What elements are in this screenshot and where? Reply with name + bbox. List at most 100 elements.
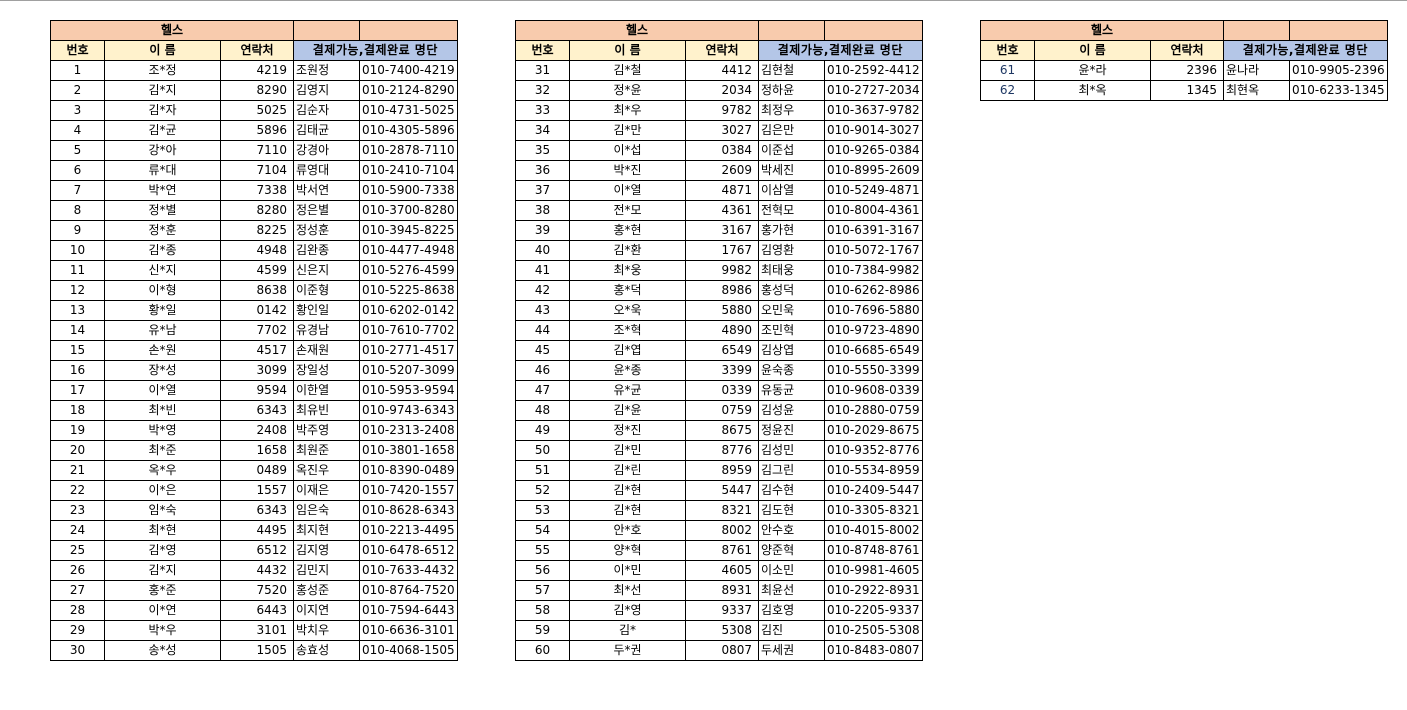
cell-full-name[interactable]: 이한열	[293, 380, 360, 401]
cell-masked-name[interactable]: 윤*종	[569, 360, 686, 381]
cell-phone[interactable]: 010-2592-4412	[824, 60, 923, 81]
cell-contact-last4[interactable]: 5447	[685, 480, 759, 501]
cell-number[interactable]: 46	[515, 360, 570, 381]
cell-full-name[interactable]: 옥진우	[293, 460, 360, 481]
cell-full-name[interactable]: 최윤선	[758, 580, 825, 601]
cell-full-name[interactable]: 정성훈	[293, 220, 360, 241]
cell-phone[interactable]: 010-7633-4432	[359, 560, 458, 581]
cell-masked-name[interactable]: 강*아	[104, 140, 221, 161]
cell-masked-name[interactable]: 김*현	[569, 500, 686, 521]
cell-masked-name[interactable]: 신*지	[104, 260, 221, 281]
cell-number[interactable]: 38	[515, 200, 570, 221]
cell-phone[interactable]: 010-2727-2034	[824, 80, 923, 101]
cell-phone[interactable]: 010-3801-1658	[359, 440, 458, 461]
cell-contact-last4[interactable]: 5896	[220, 120, 294, 141]
cell-phone[interactable]: 010-2124-8290	[359, 80, 458, 101]
cell-phone[interactable]: 010-3945-8225	[359, 220, 458, 241]
cell-full-name[interactable]: 조민혁	[758, 320, 825, 341]
cell-contact-last4[interactable]: 7520	[220, 580, 294, 601]
cell-number[interactable]: 28	[50, 600, 105, 621]
cell-contact-last4[interactable]: 8931	[685, 580, 759, 601]
cell-masked-name[interactable]: 김*지	[104, 80, 221, 101]
cell-full-name[interactable]: 정윤진	[758, 420, 825, 441]
cell-phone[interactable]: 010-6262-8986	[824, 280, 923, 301]
cell-phone[interactable]: 010-5900-7338	[359, 180, 458, 201]
cell-full-name[interactable]: 최지현	[293, 520, 360, 541]
cell-masked-name[interactable]: 황*일	[104, 300, 221, 321]
cell-number[interactable]: 44	[515, 320, 570, 341]
cell-phone[interactable]: 010-2313-2408	[359, 420, 458, 441]
cell-full-name[interactable]: 김지영	[293, 540, 360, 561]
cell-number[interactable]: 5	[50, 140, 105, 161]
cell-full-name[interactable]: 정하윤	[758, 80, 825, 101]
cell-contact-last4[interactable]: 7110	[220, 140, 294, 161]
cell-number[interactable]: 26	[50, 560, 105, 581]
cell-contact-last4[interactable]: 8321	[685, 500, 759, 521]
header-payment-list[interactable]: 결제가능,결제완료 명단	[293, 40, 458, 61]
cell-phone[interactable]: 010-9608-0339	[824, 380, 923, 401]
cell-phone[interactable]: 010-2029-8675	[824, 420, 923, 441]
cell-phone[interactable]: 010-7610-7702	[359, 320, 458, 341]
cell-number[interactable]: 16	[50, 360, 105, 381]
cell-phone[interactable]: 010-2205-9337	[824, 600, 923, 621]
header-payment-list[interactable]: 결제가능,결제완료 명단	[758, 40, 923, 61]
cell-contact-last4[interactable]: 4361	[685, 200, 759, 221]
cell-masked-name[interactable]: 전*모	[569, 200, 686, 221]
cell-contact-last4[interactable]: 8002	[685, 520, 759, 541]
cell-phone[interactable]: 010-2880-0759	[824, 400, 923, 421]
cell-masked-name[interactable]: 박*우	[104, 620, 221, 641]
cell-phone[interactable]: 010-5534-8959	[824, 460, 923, 481]
cell-masked-name[interactable]: 이*은	[104, 480, 221, 501]
cell-full-name[interactable]: 임은숙	[293, 500, 360, 521]
cell-phone[interactable]: 010-6478-6512	[359, 540, 458, 561]
cell-contact-last4[interactable]: 4432	[220, 560, 294, 581]
cell-contact-last4[interactable]: 4890	[685, 320, 759, 341]
cell-number[interactable]: 41	[515, 260, 570, 281]
cell-phone[interactable]: 010-3700-8280	[359, 200, 458, 221]
header-contact[interactable]: 연락처	[220, 40, 294, 61]
cell-number[interactable]: 42	[515, 280, 570, 301]
header-number[interactable]: 번호	[980, 40, 1035, 61]
empty-cell[interactable]	[359, 20, 458, 41]
cell-masked-name[interactable]: 이*민	[569, 560, 686, 581]
cell-phone[interactable]: 010-6233-1345	[1289, 80, 1388, 101]
cell-phone[interactable]: 010-9352-8776	[824, 440, 923, 461]
cell-full-name[interactable]: 박주영	[293, 420, 360, 441]
cell-full-name[interactable]: 두세권	[758, 640, 825, 661]
cell-number[interactable]: 21	[50, 460, 105, 481]
cell-number[interactable]: 29	[50, 620, 105, 641]
cell-full-name[interactable]: 홍성덕	[758, 280, 825, 301]
cell-masked-name[interactable]: 임*숙	[104, 500, 221, 521]
cell-contact-last4[interactable]: 1658	[220, 440, 294, 461]
cell-full-name[interactable]: 강경아	[293, 140, 360, 161]
cell-phone[interactable]: 010-2771-4517	[359, 340, 458, 361]
cell-masked-name[interactable]: 유*균	[569, 380, 686, 401]
cell-masked-name[interactable]: 윤*라	[1034, 60, 1151, 81]
cell-full-name[interactable]: 박서연	[293, 180, 360, 201]
cell-phone[interactable]: 010-8390-0489	[359, 460, 458, 481]
cell-masked-name[interactable]: 정*훈	[104, 220, 221, 241]
cell-masked-name[interactable]: 최*선	[569, 580, 686, 601]
cell-full-name[interactable]: 손재원	[293, 340, 360, 361]
cell-masked-name[interactable]: 이*형	[104, 280, 221, 301]
cell-full-name[interactable]: 최정우	[758, 100, 825, 121]
cell-masked-name[interactable]: 최*옥	[1034, 80, 1151, 101]
cell-number[interactable]: 33	[515, 100, 570, 121]
cell-number[interactable]: 1	[50, 60, 105, 81]
cell-phone[interactable]: 010-5953-9594	[359, 380, 458, 401]
empty-cell[interactable]	[1223, 20, 1290, 41]
cell-masked-name[interactable]: 박*연	[104, 180, 221, 201]
cell-phone[interactable]: 010-4731-5025	[359, 100, 458, 121]
cell-full-name[interactable]: 김태균	[293, 120, 360, 141]
cell-full-name[interactable]: 장일성	[293, 360, 360, 381]
cell-contact-last4[interactable]: 8280	[220, 200, 294, 221]
cell-contact-last4[interactable]: 6549	[685, 340, 759, 361]
cell-contact-last4[interactable]: 4871	[685, 180, 759, 201]
cell-contact-last4[interactable]: 3027	[685, 120, 759, 141]
cell-contact-last4[interactable]: 8290	[220, 80, 294, 101]
empty-cell[interactable]	[824, 20, 923, 41]
cell-contact-last4[interactable]: 9594	[220, 380, 294, 401]
cell-contact-last4[interactable]: 3167	[685, 220, 759, 241]
cell-number[interactable]: 55	[515, 540, 570, 561]
cell-full-name[interactable]: 황인일	[293, 300, 360, 321]
